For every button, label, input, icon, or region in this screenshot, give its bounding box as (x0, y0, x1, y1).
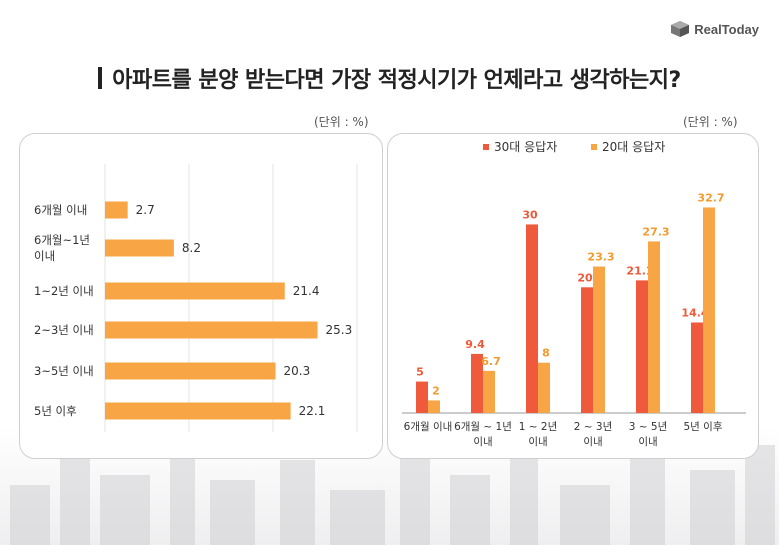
left-unit-label: (단위 : %) (314, 115, 369, 129)
data-label: 2.7 (136, 203, 155, 217)
data-label: 20 (577, 271, 593, 284)
data-label: 8 (542, 347, 550, 360)
category-label: 6개월 이내 (404, 421, 453, 433)
category-label: 5년 이후 (34, 404, 77, 418)
data-label: 2 (432, 384, 440, 397)
bar (105, 282, 285, 300)
title-area: 아파트를 분양 받는다면 가장 적정시기가 언제라고 생각하는지? (0, 62, 779, 94)
bar (538, 362, 550, 413)
bar (703, 207, 715, 413)
category-label: 2~3년 이내 (34, 323, 94, 337)
bar (105, 201, 128, 219)
data-label: 27.3 (642, 225, 669, 238)
bar (526, 224, 538, 413)
bar (471, 353, 483, 413)
page-title: 아파트를 분양 받는다면 가장 적정시기가 언제라고 생각하는지? (112, 68, 681, 93)
data-label: 14.4 (681, 306, 708, 319)
category-label: 1 ~ 2년 (519, 421, 558, 433)
data-label: 30 (522, 208, 538, 221)
bar (691, 322, 703, 413)
data-label: 21.4 (293, 284, 320, 298)
logo-text: RealToday (694, 21, 759, 37)
category-label: 이내 (34, 249, 55, 263)
bar (105, 321, 318, 339)
cube-logo-icon (671, 21, 690, 37)
data-label: 22.1 (299, 404, 326, 418)
category-label: 6개월 ~ 1년 (454, 421, 512, 433)
data-label: 21.1 (626, 264, 653, 277)
legend-swatch (591, 144, 597, 150)
data-label: 20.3 (284, 364, 311, 378)
category-label: 6개월 이내 (34, 203, 87, 217)
bar (636, 280, 648, 413)
data-label: 5 (416, 366, 424, 379)
category-label: 3 ~ 5년 (629, 421, 668, 433)
category-label: 이내 (473, 436, 492, 448)
category-label: 3~5년 이내 (34, 364, 94, 378)
legend-swatch (483, 144, 489, 150)
data-label: 32.7 (697, 191, 724, 204)
right-unit-label: (단위 : %) (683, 115, 738, 129)
data-label: 23.3 (587, 251, 614, 264)
bar (105, 362, 276, 380)
brand-logo: RealToday (670, 20, 759, 38)
legend-label: 20대 응답자 (602, 140, 665, 154)
bar (105, 402, 291, 420)
category-label: 이내 (638, 436, 657, 448)
data-label: 9.4 (465, 338, 485, 351)
bar (593, 266, 605, 413)
category-label: 6개월~1년 (34, 233, 90, 247)
data-label: 25.3 (326, 323, 353, 337)
bar (416, 381, 428, 413)
category-label: 5년 이후 (684, 421, 723, 433)
title-accent-bar (98, 67, 103, 89)
category-label: 이내 (528, 436, 547, 448)
bar (648, 241, 660, 413)
category-label: 1~2년 이내 (34, 284, 94, 298)
category-label: 2 ~ 3년 (574, 421, 613, 433)
data-label: 8.2 (182, 241, 201, 255)
bar (428, 400, 440, 413)
bar (105, 239, 174, 257)
category-label: 이내 (583, 436, 602, 448)
bar (581, 287, 593, 413)
data-label: 6.7 (481, 355, 501, 368)
bar (483, 370, 495, 413)
legend-label: 30대 응답자 (494, 140, 557, 154)
